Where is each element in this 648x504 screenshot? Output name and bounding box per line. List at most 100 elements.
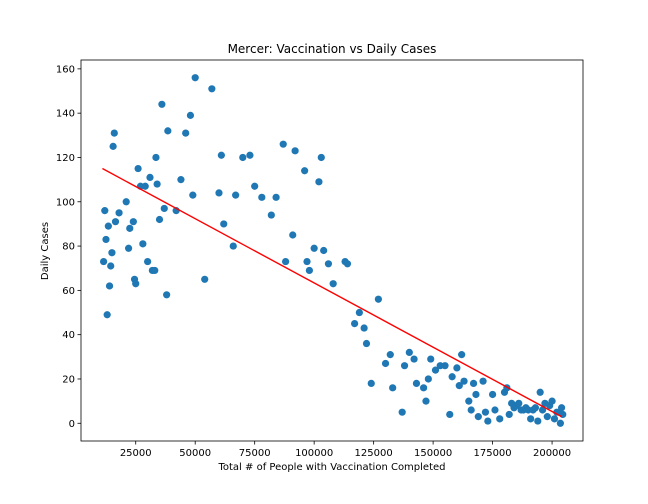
y-tick-label: 20 <box>62 374 75 385</box>
data-point <box>400 362 409 370</box>
chart-title: Mercer: Vaccination vs Daily Cases <box>228 42 437 56</box>
data-point <box>455 382 463 390</box>
data-point <box>146 173 154 182</box>
y-axis-label: Daily Cases <box>40 222 51 280</box>
data-point <box>427 355 435 363</box>
data-point <box>465 397 473 405</box>
data-point <box>469 379 478 388</box>
data-point <box>310 244 318 252</box>
data-point <box>108 249 116 257</box>
data-point <box>189 191 197 199</box>
data-point <box>317 153 325 162</box>
data-point <box>559 410 567 419</box>
data-point <box>158 100 166 108</box>
data-point <box>109 142 117 150</box>
data-point <box>239 153 247 162</box>
data-point <box>460 377 468 385</box>
data-point <box>431 366 440 374</box>
data-point <box>107 262 115 270</box>
data-point <box>251 182 259 190</box>
data-point <box>103 311 111 319</box>
data-point <box>208 85 216 93</box>
data-point <box>124 244 133 252</box>
data-point <box>419 384 428 392</box>
x-tick-label: 25000 <box>120 448 152 459</box>
data-point <box>441 362 449 370</box>
data-point <box>100 257 108 266</box>
data-point <box>424 375 432 383</box>
data-point <box>217 151 225 159</box>
data-point <box>152 153 160 162</box>
data-point <box>191 74 199 82</box>
data-point <box>422 397 430 405</box>
data-point <box>389 384 397 392</box>
data-point <box>381 359 390 368</box>
trend-line <box>102 167 562 418</box>
data-point <box>398 408 406 416</box>
data-point <box>467 406 475 414</box>
data-point <box>446 410 454 419</box>
data-point <box>126 224 134 232</box>
data-point <box>556 419 564 427</box>
data-point <box>110 129 118 137</box>
data-point <box>104 222 112 230</box>
data-point <box>453 364 461 372</box>
y-tick-label: 80 <box>62 242 75 253</box>
y-tick-label: 0 <box>69 419 75 430</box>
data-point <box>550 415 559 423</box>
data-point <box>479 377 487 385</box>
data-point <box>412 379 421 388</box>
data-point <box>360 324 368 332</box>
data-point <box>229 242 237 250</box>
y-tick-label: 120 <box>56 153 75 164</box>
data-point <box>115 209 123 217</box>
data-point <box>272 193 280 201</box>
data-point <box>282 257 290 266</box>
data-point <box>343 260 352 268</box>
data-point <box>367 379 375 388</box>
data-point <box>182 129 190 137</box>
y-tick-label: 140 <box>56 109 75 120</box>
y-tick-label: 40 <box>62 330 75 341</box>
x-tick-label: 150000 <box>414 448 452 459</box>
data-point <box>186 111 195 119</box>
data-point <box>458 351 466 359</box>
data-point <box>386 351 394 359</box>
x-axis-label: Total # of People with Vaccination Compl… <box>217 462 445 473</box>
data-point <box>151 266 159 275</box>
data-point <box>329 280 337 288</box>
data-point <box>472 390 480 399</box>
data-point <box>527 415 535 423</box>
data-point <box>153 180 161 188</box>
data-point <box>351 319 359 328</box>
data-point <box>305 266 313 275</box>
data-point <box>163 291 171 299</box>
data-point <box>160 204 168 213</box>
x-tick-label: 200000 <box>533 448 571 459</box>
y-tick-label: 60 <box>62 286 75 297</box>
data-point <box>155 215 164 224</box>
data-point <box>291 147 299 155</box>
data-point <box>215 189 223 197</box>
x-tick-label: 125000 <box>355 448 393 459</box>
data-point <box>246 151 254 159</box>
data-point <box>324 260 333 268</box>
data-point <box>538 406 547 414</box>
plot-area: 25000 50000 75000 100000 125000 150000 175000 2… <box>56 59 584 459</box>
data-point <box>232 191 240 199</box>
data-point <box>448 373 456 381</box>
data-point <box>557 404 566 412</box>
data-point <box>536 388 544 396</box>
data-point <box>132 280 140 288</box>
data-point <box>164 127 172 135</box>
data-point <box>515 399 523 407</box>
data-point <box>111 218 120 226</box>
data-point <box>534 417 542 425</box>
data-point <box>488 390 497 399</box>
data-point <box>374 295 382 303</box>
y-tick-label: 100 <box>56 197 75 208</box>
data-point <box>267 211 275 219</box>
x-tick-label: 75000 <box>239 448 271 459</box>
data-point <box>220 220 228 228</box>
